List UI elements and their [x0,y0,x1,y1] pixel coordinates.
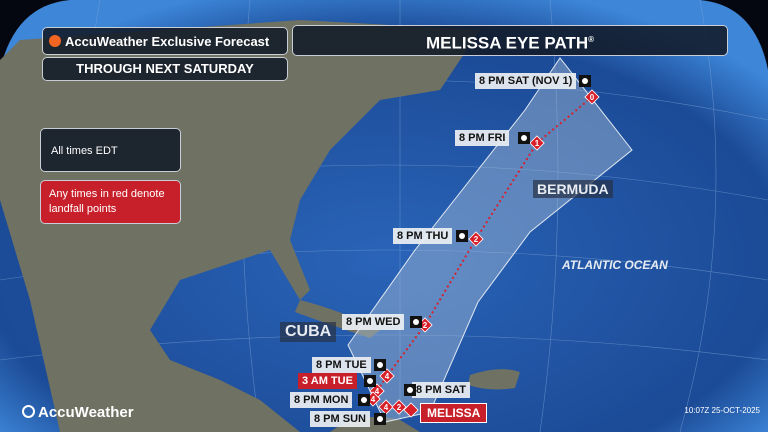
track-time-label: 3 AM TUE [298,373,357,389]
category-number: 4 [385,372,390,381]
track-time-label: 8 PM THU [393,228,453,244]
category-number: 1 [535,139,540,148]
category-number: 0 [590,93,595,102]
position-marker-icon [358,394,370,406]
landfall-note: Any times in red denote landfall points [40,180,181,224]
position-marker-icon [518,132,530,144]
category-number: 4 [375,387,380,396]
storm-diamond-icon [391,399,407,415]
track-time-label: 8 PM FRI [455,130,510,146]
storm-intensity-marker: 4 [379,368,395,384]
landfall-note-text: Any times in red denote landfall points [49,188,165,215]
category-number: 2 [397,403,402,412]
position-marker-icon [410,316,422,328]
storm-intensity-marker: 4 [378,399,394,415]
sun-logo-icon [22,405,35,418]
footer-logo-text: AccuWeather [38,404,134,421]
category-number: 4 [371,395,376,404]
title-panel: MELISSA EYE PATH® [292,25,728,56]
track-time-label: 8 PM SUN [310,411,370,427]
atlantic-ocean-label: ATLANTIC OCEAN [562,258,668,272]
storm-intensity-marker: 0 [584,89,600,105]
storm-intensity-marker: 2 [468,231,484,247]
position-marker-icon [579,75,591,87]
storm-diamond-icon [403,402,419,418]
position-marker-icon [404,384,416,396]
category-number: 2 [474,235,479,244]
category-number: 2 [423,321,428,330]
timestamp: 10:07Z 25-OCT-2025 [684,406,760,415]
storm-name-badge: MELISSA [420,403,488,423]
hispaniola-land [468,369,520,390]
subtitle: THROUGH NEXT SATURDAY [76,61,254,76]
footer-logo: AccuWeather [22,404,134,422]
position-marker-icon [374,359,386,371]
position-marker-icon [456,230,468,242]
cuba-label: CUBA [280,322,337,342]
brand-label: AccuWeather Exclusive Forecast [65,34,270,49]
track-time-label: 8 PM SAT (NOV 1) [475,73,577,89]
registered-mark: ® [588,35,595,44]
storm-diamond-icon [584,89,600,105]
storm-diamond-icon [529,135,545,151]
category-number: 4 [384,403,389,412]
bermuda-label: BERMUDA [533,180,613,198]
track-time-label: 8 PM WED [342,314,405,330]
brand-panel: AccuWeather Exclusive Forecast [42,27,288,55]
storm-diamond-icon [378,399,394,415]
storm-intensity-marker: 1 [529,135,545,151]
page-title: MELISSA EYE PATH [425,33,589,53]
track-time-label: 8 PM MON [290,392,353,408]
storm-intensity-marker [403,402,419,418]
subtitle-panel: THROUGH NEXT SATURDAY [42,57,288,81]
forecast-cone [347,57,633,423]
storm-intensity-marker: 2 [391,399,407,415]
position-marker-icon [374,413,386,425]
sun-logo-icon [49,35,61,47]
times-note-text: All times EDT [51,145,118,157]
track-time-label: 8 PM TUE [312,357,371,373]
storm-diamond-icon [379,368,395,384]
north-america-land [0,20,480,432]
position-marker-icon [364,375,376,387]
track-time-label: 8 PM SAT [412,382,470,398]
storm-diamond-icon [468,231,484,247]
times-note: All times EDT [40,128,181,172]
